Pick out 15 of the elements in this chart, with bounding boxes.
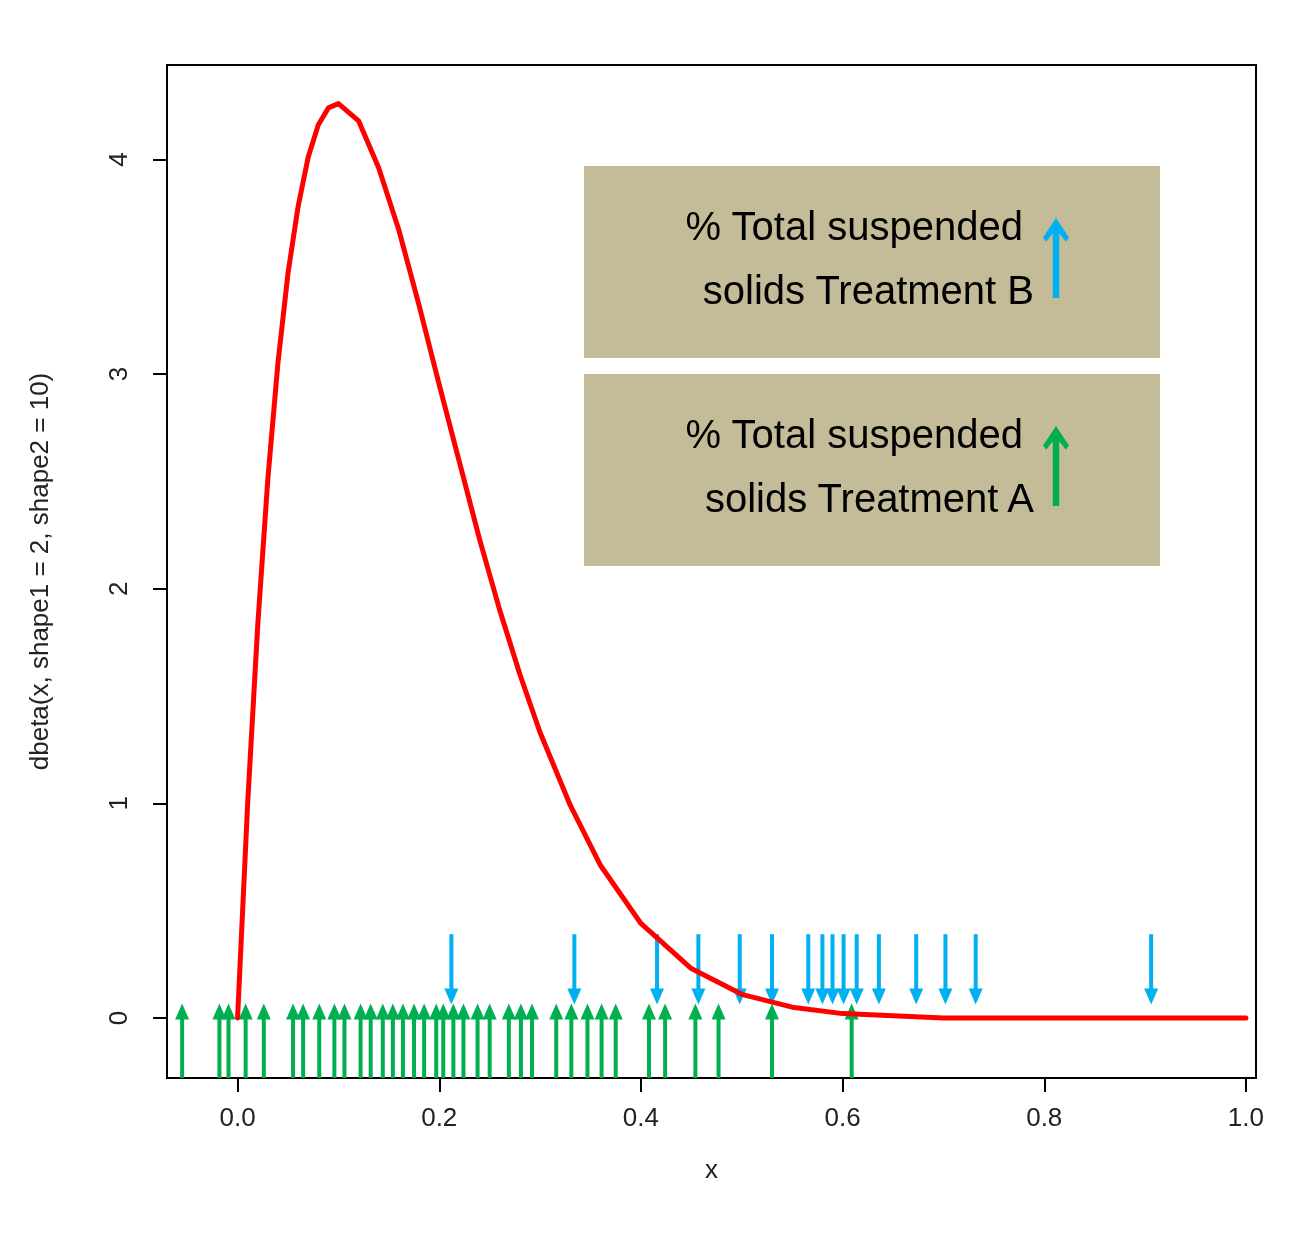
legend-label: % Total suspended solids Treatment B [685,204,1034,312]
x-tick-label: 1.0 [1227,1102,1264,1132]
y-tick-label: 4 [103,152,133,167]
y-tick-label: 1 [103,796,133,811]
y-tick-label: 3 [103,366,133,382]
x-tick-label: 0.6 [824,1102,861,1132]
y-tick-label: 2 [103,581,133,596]
x-tick-label: 0.4 [622,1102,659,1132]
x-tick-label: 0.0 [219,1102,256,1132]
y-axis-title: dbeta(x, shape1 = 2, shape2 = 10) [24,372,54,771]
x-tick-label: 0.8 [1026,1102,1063,1132]
x-axis-title: x [705,1154,718,1184]
legend-label: % Total suspended solids Treatment A [685,412,1035,520]
y-tick-label: 0 [103,1010,133,1026]
x-tick-label: 0.2 [421,1102,458,1132]
